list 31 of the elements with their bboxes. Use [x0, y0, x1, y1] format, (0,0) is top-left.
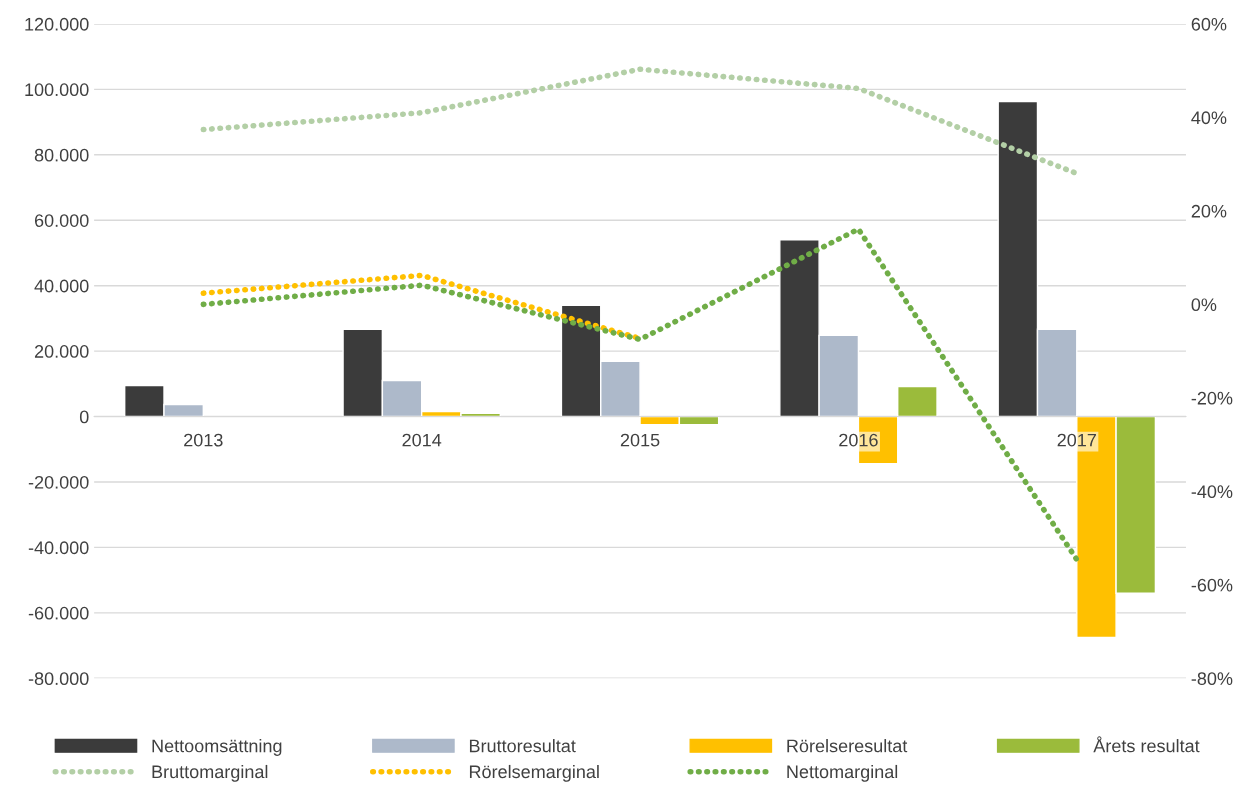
legend-label: Bruttomarginal: [152, 764, 268, 782]
y2-tick-label: 0%: [1191, 298, 1217, 312]
legend-label: Årets resultat: [1093, 736, 1200, 753]
y-tick-label: -60.000: [28, 606, 89, 620]
legend-label: Nettomarginal: [787, 764, 898, 782]
y-tick-label: 20.000: [34, 345, 89, 358]
y2-tick-label: 40%: [1191, 111, 1227, 125]
y2-tick-label: -60%: [1191, 578, 1233, 592]
y2-tick-label: -20%: [1191, 391, 1233, 405]
y2-tick-label: -40%: [1191, 485, 1233, 499]
y2-tick-label: -80%: [1191, 672, 1233, 686]
y-tick-label: 60.000: [34, 214, 89, 227]
y2-tick-label: 60%: [1191, 17, 1227, 31]
x-tick-label: 2013: [184, 433, 223, 447]
x-tick-label: 2017: [1057, 433, 1096, 447]
legend-label: Rörelseresultat: [787, 739, 908, 753]
legend-label: Nettoomsättning: [152, 739, 282, 756]
legend-label: Rörelsemarginal: [469, 764, 599, 782]
legend-label: Bruttoresultat: [469, 739, 576, 753]
x-tick-label: 2015: [620, 433, 660, 447]
y2-tick-label: 20%: [1191, 204, 1227, 218]
x-tick-label: 2016: [839, 433, 878, 447]
y-tick-label: 120.000: [25, 17, 89, 31]
y-tick-label: -40.000: [28, 541, 89, 555]
x-tick-label: 2014: [402, 433, 442, 447]
y-tick-label: -80.000: [28, 672, 89, 686]
y-tick-label: 100.000: [25, 83, 89, 97]
y-tick-label: 40.000: [34, 279, 89, 293]
y-tick-label: -20.000: [28, 475, 89, 489]
y-tick-label: 0: [79, 410, 89, 424]
y-tick-label: 80.000: [34, 148, 89, 162]
